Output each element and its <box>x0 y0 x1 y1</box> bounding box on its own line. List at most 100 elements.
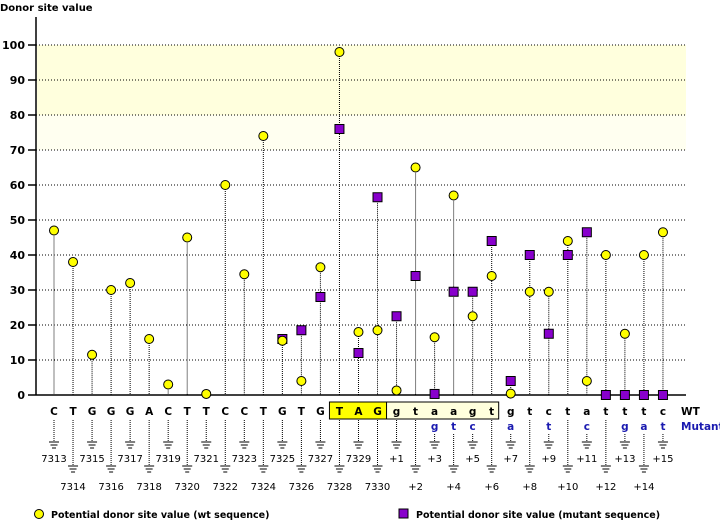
wt-marker <box>505 388 516 399</box>
position-label: 7319 <box>155 454 180 465</box>
wt-marker <box>106 285 117 295</box>
position-label: 7329 <box>346 454 371 465</box>
position-label: 7325 <box>270 454 295 465</box>
position-label: 7313 <box>41 454 66 465</box>
wt-base: T <box>203 406 211 418</box>
position-label: +11 <box>576 454 597 465</box>
wt-base: T <box>184 406 192 418</box>
wt-base: G <box>316 406 325 418</box>
wt-marker <box>562 236 573 246</box>
mutant-marker <box>467 286 478 297</box>
wt-marker <box>334 47 345 57</box>
position-label: 7328 <box>327 482 352 493</box>
position-label: 7318 <box>136 482 161 493</box>
position-label: +4 <box>446 482 461 493</box>
legend-mutant-marker <box>398 508 409 519</box>
position-label: 7320 <box>174 482 199 493</box>
mutant-base: a <box>640 421 647 433</box>
wt-base: C <box>164 406 172 418</box>
wt-marker <box>657 227 668 238</box>
mutant-marker <box>619 390 630 400</box>
wt-base: G <box>107 406 116 418</box>
wt-marker <box>201 388 212 399</box>
wt-marker <box>543 286 554 297</box>
y-tick-label: 60 <box>10 179 26 192</box>
mutant-base: c <box>470 421 476 433</box>
wt-marker <box>524 286 535 297</box>
wt-marker <box>296 376 307 386</box>
wt-marker <box>638 250 649 260</box>
wt-base: G <box>88 406 97 418</box>
position-label: +12 <box>595 482 616 493</box>
wt-base: T <box>298 406 306 418</box>
band-faded <box>37 115 686 150</box>
mutant-marker <box>391 311 402 322</box>
data-marks <box>49 47 668 400</box>
wt-marker <box>125 278 136 288</box>
wt-base: A <box>145 406 154 418</box>
y-tick-label: 40 <box>10 249 26 262</box>
wt-base: A <box>354 406 363 418</box>
position-label: +9 <box>541 454 556 465</box>
wt-base: a <box>583 406 590 418</box>
mutant-base: c <box>584 421 590 433</box>
wt-marker <box>372 325 383 336</box>
wt-marker <box>600 250 611 260</box>
mutant-marker <box>600 390 611 400</box>
wt-row-label: WT <box>681 406 701 418</box>
axes <box>35 17 686 396</box>
mutant-base: g <box>621 421 629 433</box>
wt-marker <box>182 232 193 243</box>
position-label: +15 <box>652 454 673 465</box>
wt-base: G <box>278 406 287 418</box>
wt-base: c <box>546 406 552 418</box>
mutant-base: t <box>546 421 551 433</box>
position-label: 7321 <box>194 454 219 465</box>
legend-wt-marker <box>34 509 44 519</box>
y-tick-label: 100 <box>2 39 25 52</box>
mutant-marker <box>315 292 326 302</box>
y-axis-ticks: 0 10 20 30 40 50 60 70 80 90 100 <box>2 39 36 402</box>
wt-marker <box>391 385 402 396</box>
mutant-marker <box>353 348 364 358</box>
position-label: +3 <box>427 454 442 465</box>
y-tick-label: 0 <box>17 389 25 402</box>
mutant-marker <box>562 250 573 260</box>
mutant-row-label: Mutant <box>681 421 720 433</box>
wt-marker <box>467 311 478 322</box>
wt-base: t <box>413 406 418 418</box>
wt-base: t <box>565 406 570 418</box>
wt-marker <box>87 349 98 360</box>
position-label: 7317 <box>117 454 142 465</box>
wt-marker <box>144 334 155 344</box>
position-label: 7323 <box>232 454 257 465</box>
wt-base: g <box>507 406 515 418</box>
wt-base: t <box>527 406 532 418</box>
wt-base: C <box>221 406 229 418</box>
wt-base: a <box>431 406 438 418</box>
y-axis-title: Donor site value <box>0 3 93 14</box>
mutant-marker <box>296 325 307 336</box>
wt-base: G <box>126 406 135 418</box>
position-label: +14 <box>633 482 654 493</box>
mutant-marker <box>448 286 459 297</box>
y-tick-label: 90 <box>10 74 26 87</box>
sequence-labels: C 7313 T 7314 G 7315 G 7316 G 7317 A 7318 C 7319 T 7320… <box>41 406 720 493</box>
wt-base: T <box>336 406 344 418</box>
mutant-base: g <box>431 421 439 433</box>
sequence-boxes <box>328 401 500 420</box>
wt-marker <box>410 162 421 173</box>
wt-marker <box>239 269 250 280</box>
mutant-marker <box>657 390 668 400</box>
wt-marker <box>68 257 79 267</box>
wt-base: C <box>50 406 58 418</box>
highlight-band <box>37 45 686 150</box>
band-strong <box>37 45 686 115</box>
wt-base: g <box>469 406 477 418</box>
wt-base: a <box>450 406 457 418</box>
position-label: +1 <box>389 454 404 465</box>
mutant-base: a <box>507 421 514 433</box>
mutant-marker <box>334 124 345 134</box>
wt-base: c <box>660 406 666 418</box>
